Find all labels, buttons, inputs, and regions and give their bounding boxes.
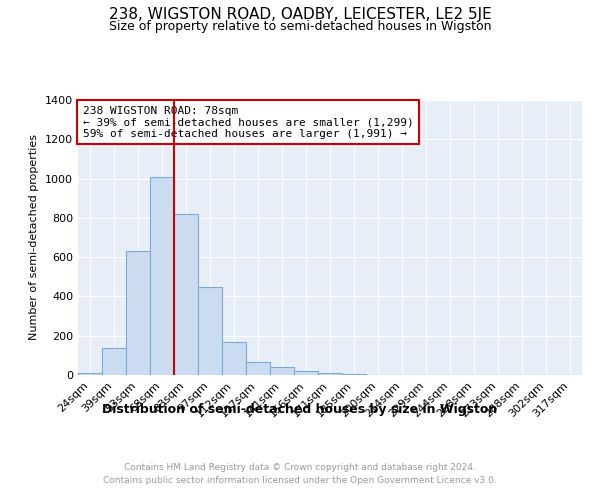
Bar <box>294 371 318 375</box>
Bar <box>126 251 150 375</box>
Text: Contains HM Land Registry data © Crown copyright and database right 2024.: Contains HM Land Registry data © Crown c… <box>124 462 476 471</box>
Bar <box>102 348 126 375</box>
Bar <box>174 214 198 375</box>
Bar <box>270 367 294 375</box>
Y-axis label: Number of semi-detached properties: Number of semi-detached properties <box>29 134 40 340</box>
Bar <box>198 286 222 375</box>
Bar <box>342 374 366 375</box>
Bar <box>150 176 174 375</box>
Bar <box>222 342 246 375</box>
Text: 238 WIGSTON ROAD: 78sqm
← 39% of semi-detached houses are smaller (1,299)
59% of: 238 WIGSTON ROAD: 78sqm ← 39% of semi-de… <box>83 106 414 138</box>
Text: 238, WIGSTON ROAD, OADBY, LEICESTER, LE2 5JE: 238, WIGSTON ROAD, OADBY, LEICESTER, LE2… <box>109 8 491 22</box>
Text: Size of property relative to semi-detached houses in Wigston: Size of property relative to semi-detach… <box>109 20 491 33</box>
Bar <box>78 373 102 375</box>
Bar <box>318 372 342 375</box>
Text: Contains public sector information licensed under the Open Government Licence v3: Contains public sector information licen… <box>103 476 497 485</box>
Text: Distribution of semi-detached houses by size in Wigston: Distribution of semi-detached houses by … <box>103 402 497 415</box>
Bar <box>246 362 270 375</box>
